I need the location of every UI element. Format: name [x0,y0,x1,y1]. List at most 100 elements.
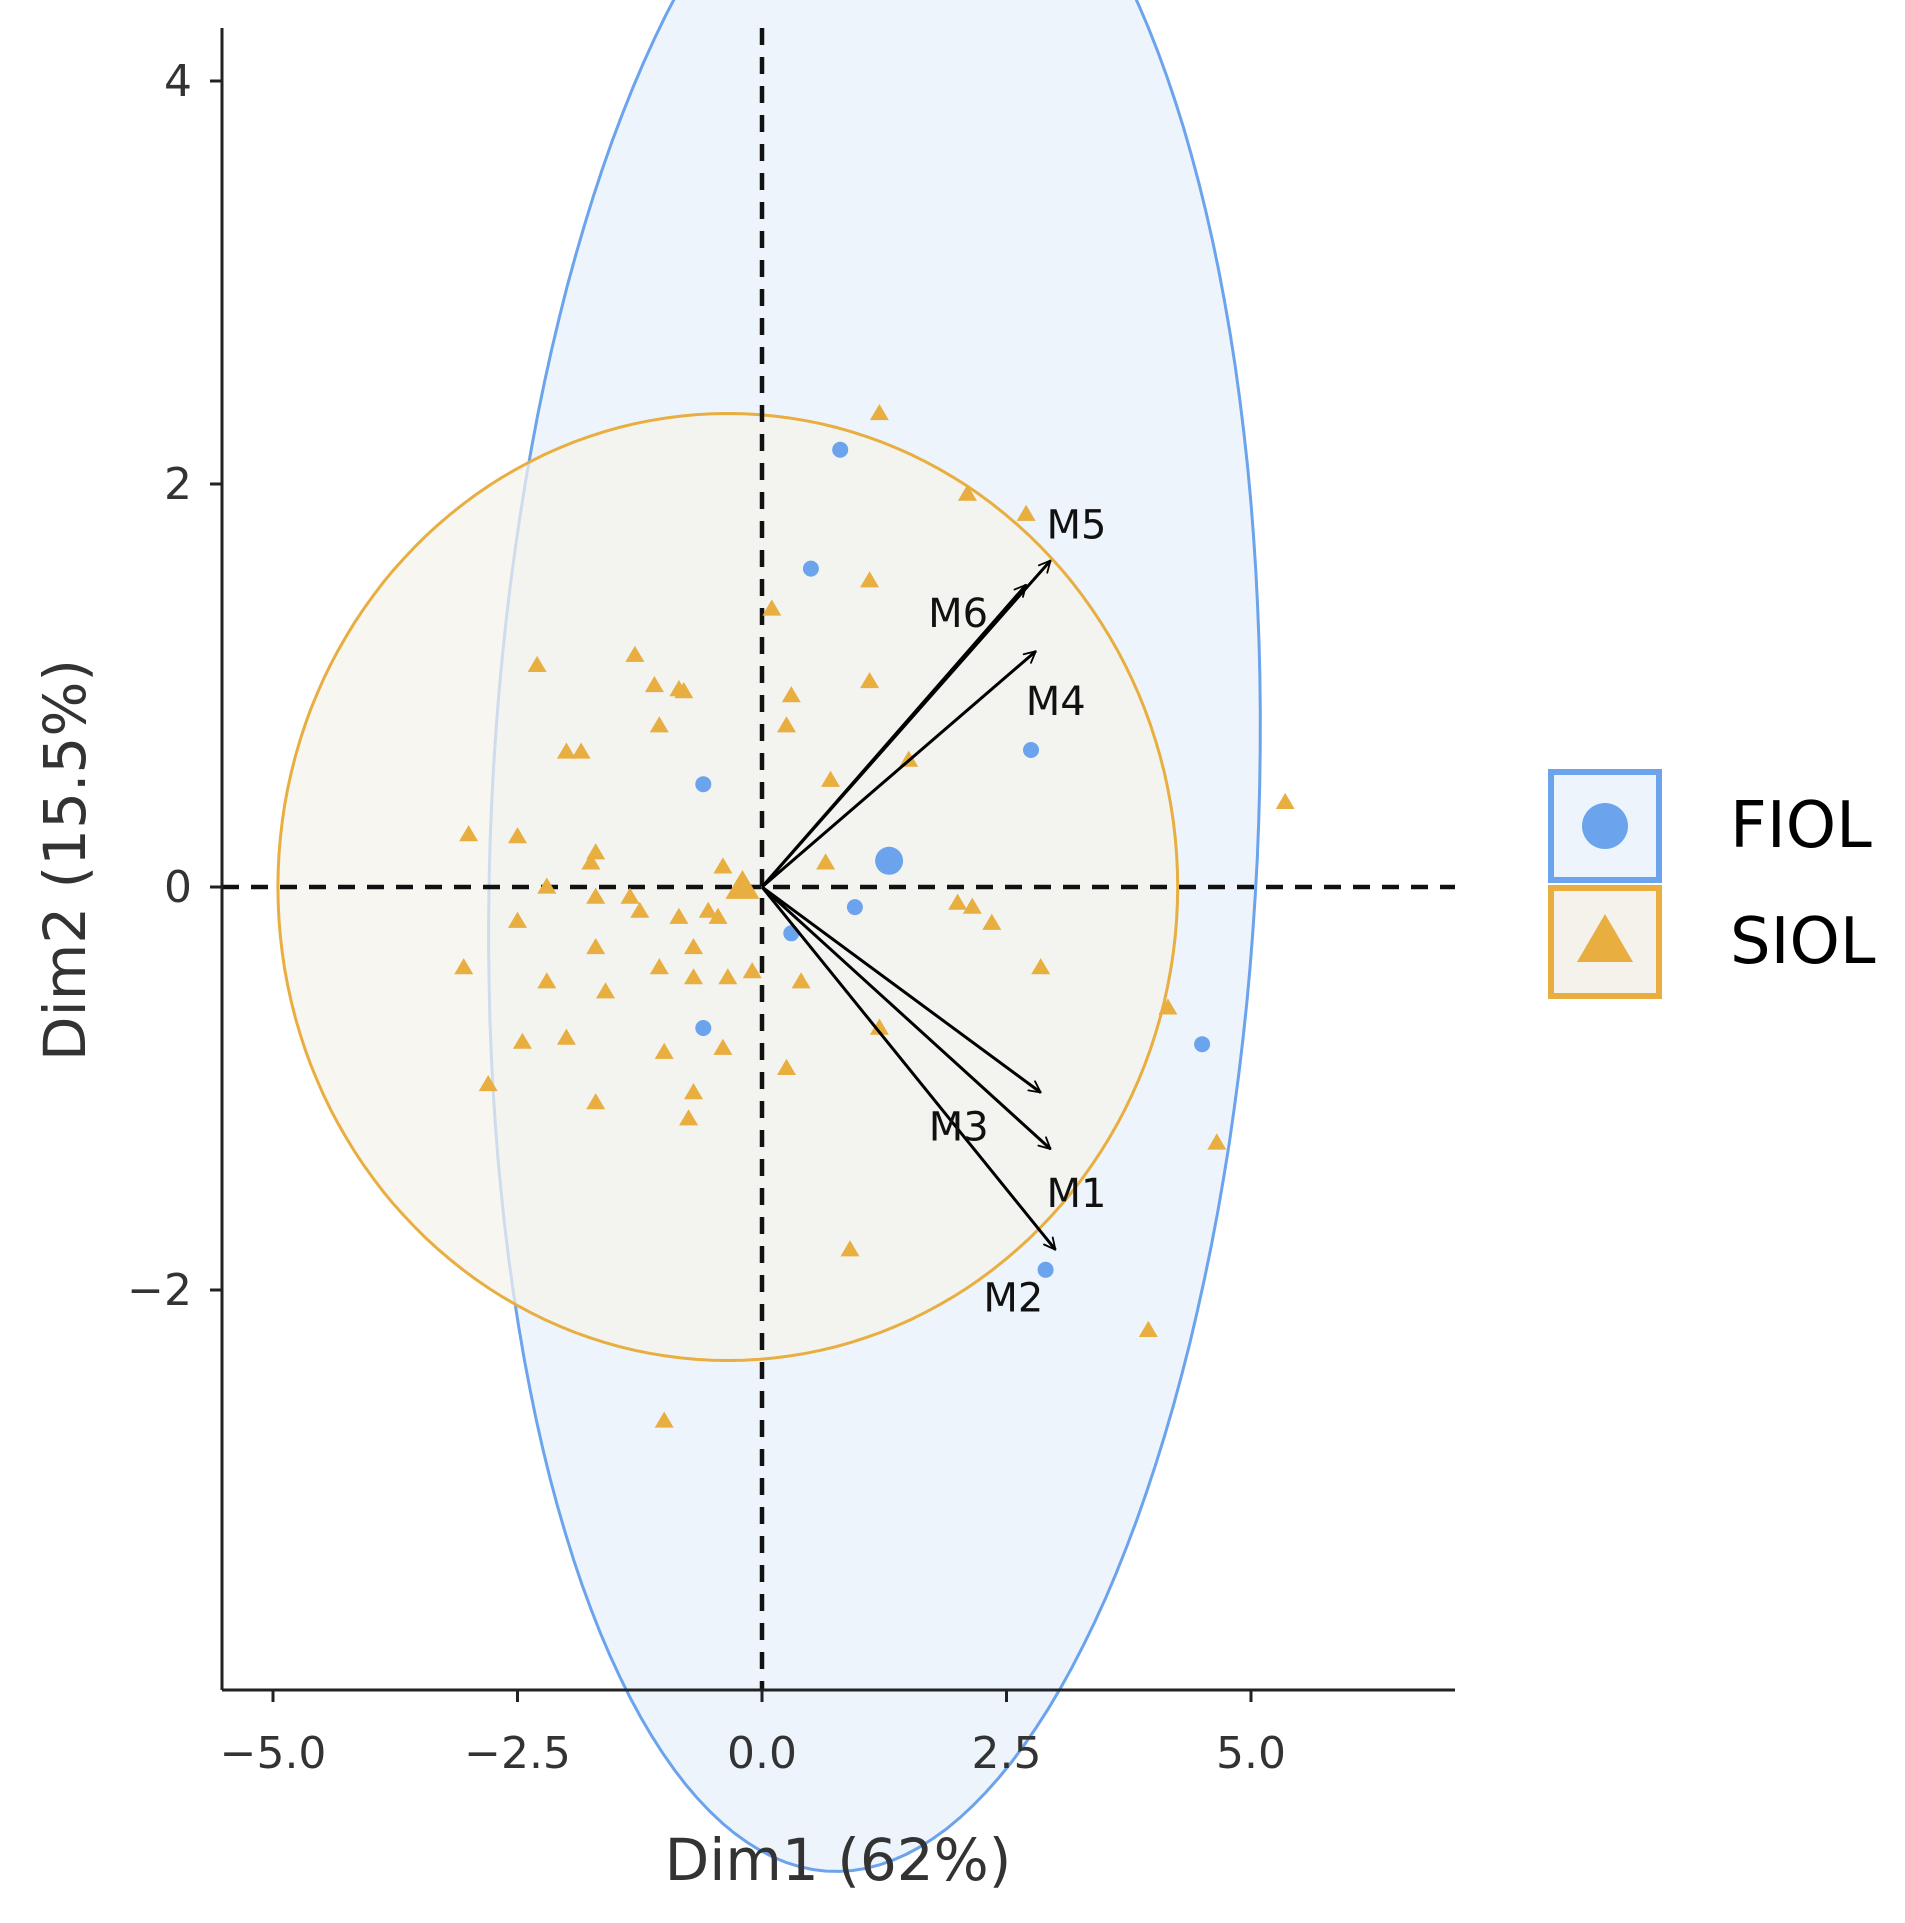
y-tick-label: 0 [164,862,192,913]
loading-arrow-m1 [760,885,1052,1151]
point-siol [512,1032,532,1049]
point-fiol [1194,1036,1211,1053]
point-siol [1138,1320,1158,1337]
point-siol [962,897,982,914]
loading-arrow-m3 [761,885,1042,1094]
legend-circle-icon [1582,803,1628,849]
point-siol [698,901,718,918]
point-siol [948,893,968,910]
point-siol [713,857,733,874]
legend-label-fiol: FIOL [1730,789,1872,863]
legend-triangle-icon [1577,914,1633,962]
point-siol [1275,792,1295,809]
point-siol [537,972,557,989]
x-tick-label: 0.0 [727,1728,797,1779]
point-siol [556,742,576,759]
loading-arrow-m2 [760,886,1057,1251]
centroid-fiol [875,846,904,875]
point-siol [957,484,977,501]
points-layer [454,404,1295,1428]
legend: FIOL SIOL [1548,769,1876,999]
y-axis-title: Dim2 (15.5%) [31,659,99,1061]
point-siol [869,404,889,421]
x-tick-label: 2.5 [972,1728,1042,1779]
point-siol [777,716,796,733]
loading-label-m6: M6 [928,591,988,637]
point-siol [654,1411,674,1428]
point-siol [869,1018,889,1035]
point-siol [1158,998,1178,1015]
point-siol [777,1058,796,1075]
point-siol [654,1042,674,1059]
point-siol [791,972,811,989]
y-tick-label: 4 [164,56,192,107]
x-tick-label: −2.5 [464,1728,571,1779]
point-fiol [1037,1261,1054,1278]
point-fiol [832,441,849,458]
loading-label-m3: M3 [929,1105,989,1151]
point-siol [581,853,601,870]
legend-item-fiol: FIOL [1548,769,1872,883]
point-fiol [802,560,819,577]
point-siol [669,907,689,924]
point-fiol [1023,742,1039,758]
point-siol [679,1109,699,1126]
point-siol [596,982,615,999]
x-axis-title: Dim1 (62%) [665,1826,1012,1894]
x-tick-label: 5.0 [1216,1728,1286,1779]
loading-label-m2: M2 [983,1276,1043,1322]
point-siol [649,958,669,975]
point-siol [537,877,557,894]
legend-item-siol: SIOL [1548,885,1876,999]
legend-label-siol: SIOL [1730,905,1876,979]
point-siol [508,911,527,928]
point-siol [816,853,836,870]
point-siol [649,716,669,733]
point-siol [684,968,703,985]
y-tick-label: −2 [127,1265,192,1316]
point-siol [713,1038,733,1055]
x-tick-label: −5.0 [220,1728,327,1779]
point-siol [684,938,703,955]
point-siol [625,645,645,662]
y-tick-label: 2 [164,459,192,510]
point-siol [708,907,728,924]
point-siol [860,571,880,588]
point-siol [1031,958,1051,975]
point-siol [674,682,694,699]
point-siol [684,1083,703,1100]
point-siol [478,1075,498,1092]
point-fiol [783,925,800,942]
point-siol [459,825,479,842]
point-siol [742,962,762,979]
point-fiol [695,1020,712,1036]
centroid-siol [725,870,760,899]
point-siol [630,901,650,918]
point-siol [571,742,591,759]
point-siol [644,676,664,693]
point-siol [762,599,782,616]
point-siol [1016,504,1036,521]
loading-label-m4: M4 [1026,679,1086,725]
point-siol [586,938,606,955]
reference-lines [222,28,1455,1690]
point-siol [454,958,474,975]
point-siol [899,750,919,767]
point-siol [840,1240,860,1257]
loading-label-m1: M1 [1047,1171,1107,1217]
point-siol [620,887,640,904]
point-siol [860,672,880,689]
point-siol [781,686,801,703]
point-siol [821,770,840,787]
point-siol [586,1093,606,1110]
loading-arrow-m6 [760,583,1028,888]
point-siol [508,827,527,844]
point-fiol [695,776,712,793]
point-siol [556,1028,576,1045]
loading-label-m5: M5 [1047,503,1107,549]
point-siol [586,887,606,904]
ellipse-layer [276,0,1262,1873]
point-siol [527,655,547,672]
point-siol [718,968,738,985]
